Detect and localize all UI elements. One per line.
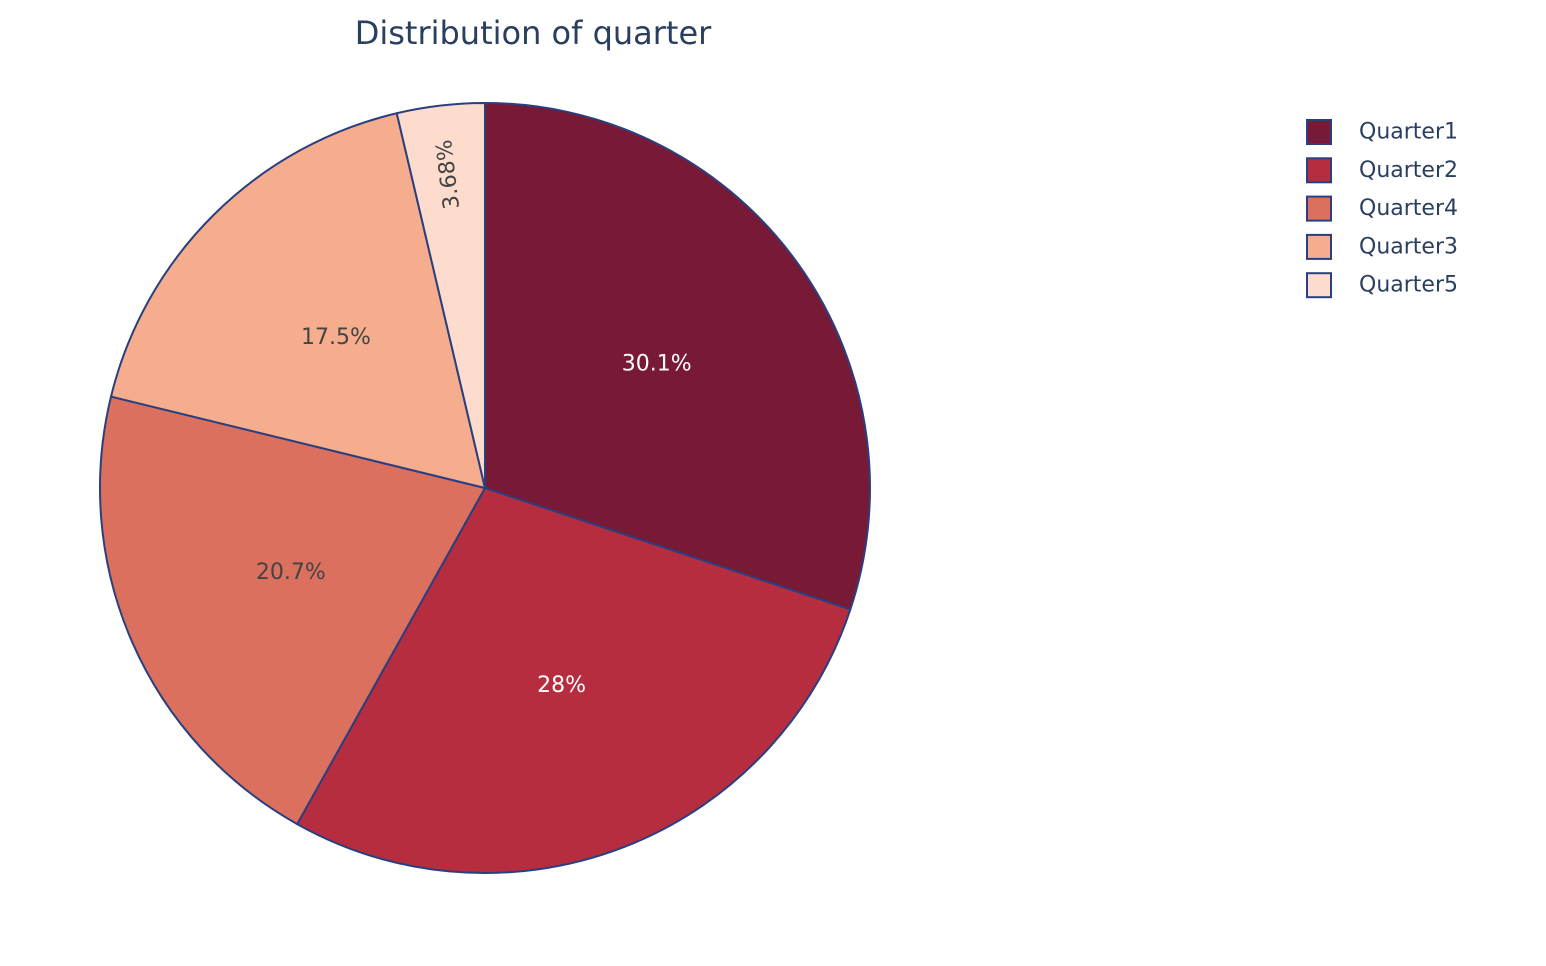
chart-title: Distribution of quarter — [355, 14, 712, 52]
legend-label: Quarter1 — [1359, 120, 1458, 145]
legend-label: Quarter5 — [1359, 273, 1458, 298]
legend-item-quarter2[interactable]: Quarter2 — [1306, 157, 1458, 184]
pie-slice-quarter5[interactable] — [395, 102, 486, 489]
slice-label-quarter3: 17.5% — [301, 325, 371, 350]
pie-slice-quarter1[interactable] — [484, 102, 871, 611]
legend-item-quarter5[interactable]: Quarter5 — [1306, 272, 1458, 299]
pie-slices — [99, 102, 871, 874]
legend-swatch — [1306, 272, 1332, 299]
pie-slice-quarter3[interactable] — [110, 112, 486, 489]
legend-item-quarter3[interactable]: Quarter3 — [1306, 233, 1458, 260]
legend-swatch — [1306, 195, 1332, 222]
legend: Quarter1 Quarter2 Quarter4 Quarter3 Quarter5 — [1306, 119, 1458, 299]
slice-label-quarter1: 30.1% — [622, 352, 692, 377]
pie-slice-quarter4[interactable] — [99, 395, 486, 826]
slice-label-quarter4: 20.7% — [256, 560, 326, 585]
legend-label: Quarter2 — [1359, 158, 1458, 183]
legend-swatch — [1306, 157, 1332, 184]
legend-item-quarter4[interactable]: Quarter4 — [1306, 195, 1458, 222]
legend-label: Quarter4 — [1359, 196, 1458, 221]
pie-slice-quarter2[interactable] — [296, 487, 852, 874]
legend-swatch — [1306, 233, 1332, 260]
legend-swatch — [1306, 119, 1332, 145]
slice-label-quarter2: 28% — [537, 673, 586, 698]
legend-item-quarter1[interactable]: Quarter1 — [1306, 119, 1458, 145]
legend-label: Quarter3 — [1359, 234, 1458, 259]
